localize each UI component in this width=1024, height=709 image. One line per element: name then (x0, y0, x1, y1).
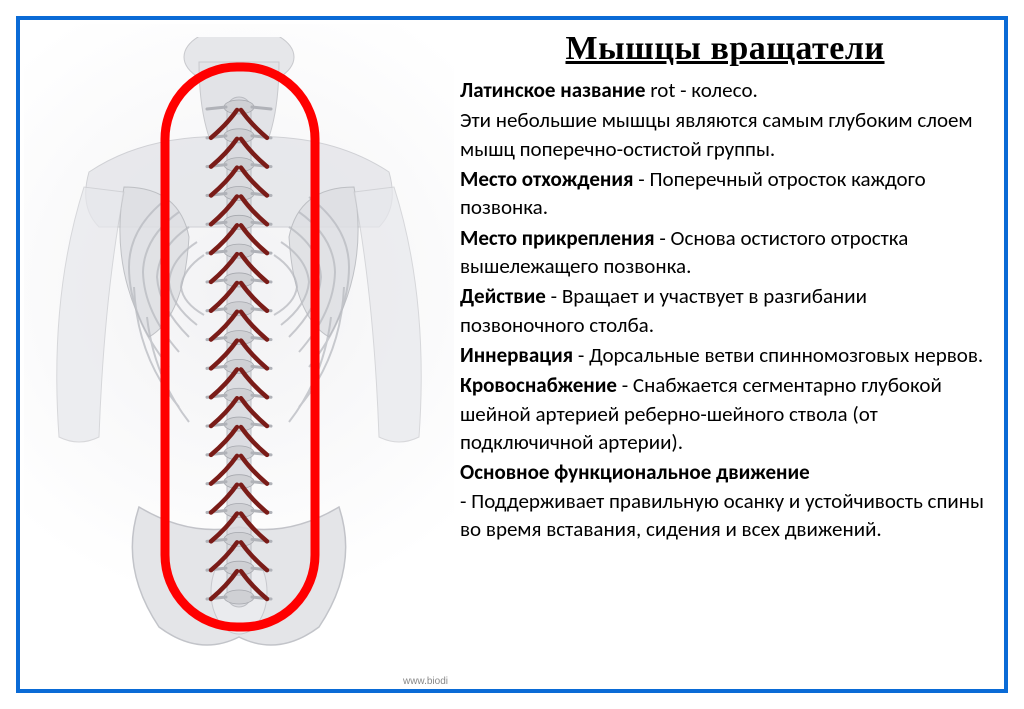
card-frame: www.biodi Мышцы вращатели Латинское назв… (16, 16, 1008, 693)
illustration-area: www.biodi (24, 24, 454, 689)
intro-bold: Латинское название (460, 77, 646, 103)
intro-line2: Эти небольшие мышцы являются самым глубо… (460, 106, 990, 163)
section-func: Основное функциональное движение - Подде… (460, 458, 990, 543)
intro-line1: Латинское название rot - колесо. (460, 76, 990, 104)
section-origin: Место отхождения - Поперечный отросток к… (460, 165, 990, 222)
title: Мышцы вращатели (460, 30, 990, 68)
label-action: Действие (460, 283, 546, 309)
image-credit: www.biodi (403, 676, 448, 687)
anatomy-svg (29, 37, 449, 677)
label-origin: Место отхождения (460, 166, 634, 192)
text-innervation: - Дорсальные ветви спинномозговых нервов… (573, 342, 983, 368)
intro-rest: rot - колесо. (646, 77, 758, 103)
section-insertion: Место прикрепления - Основа остистого от… (460, 224, 990, 281)
label-insertion: Место прикрепления (460, 225, 655, 251)
body-text: Латинское название rot - колесо. Эти неб… (460, 76, 990, 544)
label-func: Основное функциональное движение (460, 459, 810, 485)
section-action: Действие - Вращает и участвует в разгиба… (460, 282, 990, 339)
label-innervation: Иннервация (460, 342, 573, 368)
section-innervation: Иннервация - Дорсальные ветви спинномозг… (460, 341, 990, 369)
label-blood: Кровоснабжение (460, 372, 617, 398)
section-blood: Кровоснабжение - Снабжается сегментарно … (460, 371, 990, 456)
text-area: Мышцы вращатели Латинское название rot -… (460, 30, 1000, 690)
text-func: - Поддерживает правильную осанку и устой… (460, 488, 984, 542)
